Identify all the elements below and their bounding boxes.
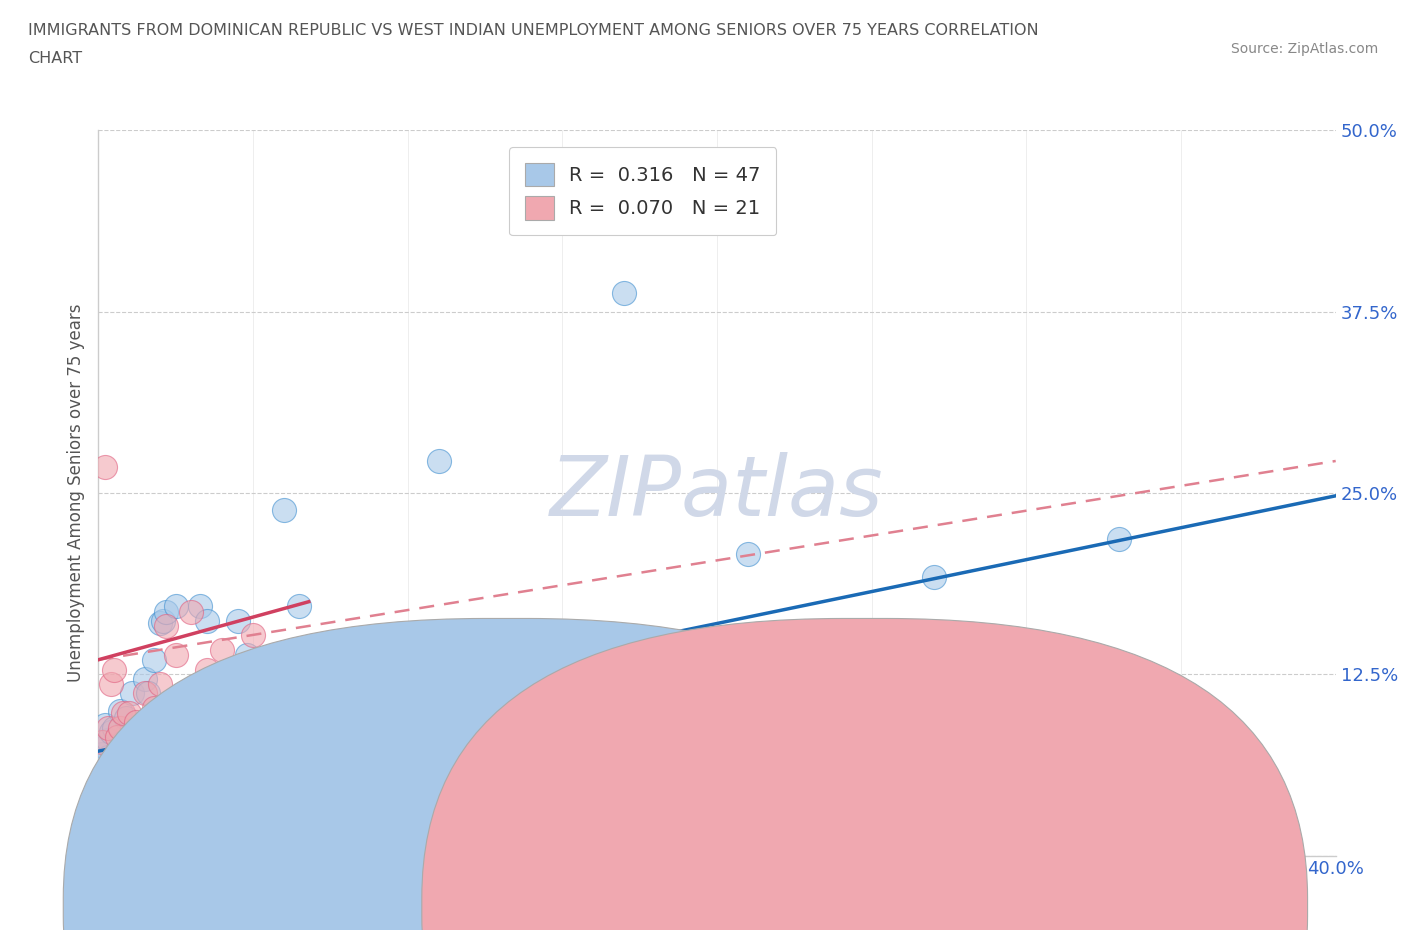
Point: [90, 735, 112, 750]
Point: [93, 739, 115, 754]
Point: [165, 599, 187, 614]
Point: [121, 685, 143, 700]
Point: [288, 714, 311, 729]
Point: [112, 706, 135, 721]
Point: [100, 724, 122, 739]
Text: West Indians: West Indians: [872, 892, 970, 907]
Text: CHART: CHART: [28, 51, 82, 66]
Point: [112, 735, 135, 750]
Point: [124, 714, 146, 729]
Point: [136, 685, 159, 700]
Point: [93, 459, 115, 474]
Point: [105, 744, 128, 759]
Point: [288, 599, 311, 614]
Point: [170, 787, 193, 802]
Point: [165, 648, 187, 663]
Point: [180, 604, 202, 619]
Point: [131, 764, 153, 779]
Point: [211, 642, 233, 657]
Point: [205, 787, 228, 802]
Point: [100, 754, 122, 769]
Point: [134, 671, 156, 686]
Point: [124, 750, 146, 764]
Point: [257, 758, 280, 773]
Text: IMMIGRANTS FROM DOMINICAN REPUBLIC VS WEST INDIAN UNEMPLOYMENT AMONG SENIORS OVE: IMMIGRANTS FROM DOMINICAN REPUBLIC VS WE…: [28, 23, 1039, 38]
Point: [186, 773, 208, 788]
Point: [149, 677, 172, 692]
Point: [108, 764, 131, 779]
Point: [108, 721, 131, 736]
Point: [195, 613, 218, 628]
Point: [195, 662, 218, 677]
Point: [242, 706, 264, 721]
Text: ZIPatlas: ZIPatlas: [550, 452, 884, 534]
Point: [190, 599, 212, 614]
Point: [143, 652, 166, 667]
Point: [180, 714, 202, 729]
Point: [211, 773, 233, 788]
Point: [97, 750, 120, 764]
Point: [103, 721, 125, 736]
Point: [217, 778, 239, 793]
Point: [108, 703, 131, 718]
Point: [242, 628, 264, 643]
Point: [427, 454, 450, 469]
Point: [97, 732, 120, 747]
Text: Immigrants from Dominican Republic: Immigrants from Dominican Republic: [534, 892, 820, 907]
Point: [737, 547, 759, 562]
Point: [226, 613, 249, 628]
Point: [1108, 532, 1130, 547]
Point: [922, 569, 945, 584]
Point: [155, 619, 177, 634]
Point: [115, 711, 138, 725]
Point: [155, 604, 177, 619]
Point: [128, 758, 150, 773]
Point: [236, 648, 259, 663]
Point: [97, 721, 120, 736]
Point: [90, 747, 112, 762]
Text: Source: ZipAtlas.com: Source: ZipAtlas.com: [1230, 42, 1378, 56]
Point: [93, 718, 115, 733]
Point: [152, 613, 174, 628]
Point: [273, 503, 295, 518]
Point: [174, 692, 197, 707]
Point: [149, 616, 172, 631]
Point: [134, 685, 156, 700]
Point: [118, 764, 141, 779]
Point: [143, 700, 166, 715]
Point: [105, 729, 128, 744]
Point: [139, 758, 162, 773]
Point: [103, 758, 125, 773]
Point: [118, 706, 141, 721]
Legend: R =  0.316   N = 47, R =  0.070   N = 21: R = 0.316 N = 47, R = 0.070 N = 21: [509, 147, 776, 235]
Y-axis label: Unemployment Among Seniors over 75 years: Unemployment Among Seniors over 75 years: [66, 304, 84, 682]
Point: [105, 754, 128, 769]
Point: [613, 286, 636, 300]
Point: [103, 662, 125, 677]
Point: [100, 677, 122, 692]
